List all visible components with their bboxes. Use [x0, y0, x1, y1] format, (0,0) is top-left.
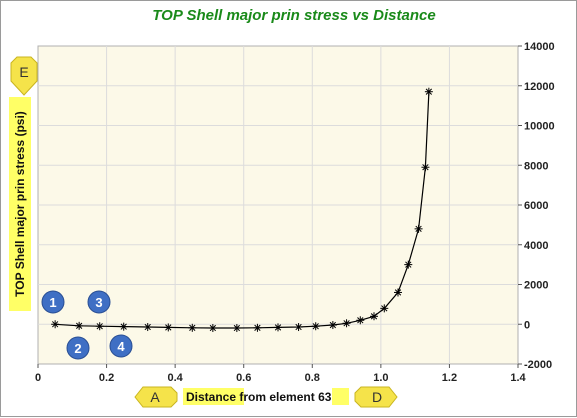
- data-point-stroke: [415, 225, 422, 233]
- callout-e-label: E: [19, 64, 28, 80]
- data-point-stroke: [96, 323, 103, 330]
- badge-2-label: 2: [74, 341, 81, 356]
- data-point-stroke: [329, 321, 337, 329]
- badge-3: 3: [87, 290, 111, 314]
- x-tick-label: 0.8: [305, 372, 320, 384]
- x-axis-label-middle: from element: [236, 390, 318, 404]
- data-points: [51, 87, 433, 333]
- data-point-stroke: [422, 164, 429, 171]
- y-tick-label: 12000: [524, 81, 555, 93]
- data-point: [356, 316, 365, 325]
- x-axis-label: Distance from element 63: [186, 390, 332, 404]
- y-axis-ticks: -2000 0 2000 4000 6000 8000 10000 12000 14000: [518, 41, 555, 371]
- badge-4: 4: [109, 334, 133, 358]
- y-tick-label: 14000: [524, 41, 555, 53]
- y-axis-label-highlight: [9, 97, 31, 311]
- data-point-stroke: [405, 261, 412, 268]
- y-tick-label: 0: [524, 319, 530, 331]
- badge-1: 1: [41, 290, 65, 314]
- data-point: [380, 304, 389, 313]
- y-axis-label: TOP Shell major prin stress (psi): [13, 111, 27, 297]
- data-point: [342, 319, 351, 328]
- y-tick-label: 4000: [524, 240, 548, 252]
- data-point-stroke: [425, 88, 433, 95]
- badge-1-label: 1: [49, 295, 56, 310]
- y-tick-label: -2000: [524, 359, 552, 371]
- data-point: [394, 288, 402, 297]
- data-point: [421, 163, 430, 172]
- y-tick-label: 6000: [524, 200, 548, 212]
- data-point-stroke: [233, 324, 241, 332]
- data-point: [143, 323, 152, 332]
- data-point: [294, 323, 303, 332]
- x-axis-ticks: 0 0.2 0.4 0.6 0.8 1.0 1.2 1.4: [35, 364, 527, 384]
- callout-e: E: [10, 56, 38, 96]
- callout-d-label: D: [372, 389, 382, 405]
- data-point-stroke: [381, 305, 388, 312]
- x-tick-label: 1.4: [510, 372, 526, 384]
- data-point-stroke: [295, 323, 302, 331]
- y-tick-label: 2000: [524, 280, 548, 292]
- badge-2: 2: [66, 336, 90, 360]
- y-tick-label: 8000: [524, 160, 548, 172]
- data-point: [119, 322, 128, 331]
- data-point-stroke: [120, 323, 127, 330]
- x-tick-label: 1.2: [442, 372, 457, 384]
- data-point: [414, 224, 423, 233]
- data-point: [208, 324, 217, 333]
- data-point-stroke: [274, 324, 282, 331]
- x-tick-label: 0.4: [167, 372, 183, 384]
- data-point-stroke: [370, 313, 378, 320]
- x-axis-label-group: Distance from element 63: [183, 388, 349, 405]
- x-tick-label: 1.0: [373, 372, 388, 384]
- x-tick-label: 0: [35, 372, 41, 384]
- data-point-stroke: [51, 321, 59, 328]
- badge-3-label: 3: [95, 295, 102, 310]
- x-tick-label: 0.2: [99, 372, 114, 384]
- data-point-stroke: [357, 317, 364, 324]
- y-tick-label: 10000: [524, 121, 555, 133]
- data-point-stroke: [343, 320, 350, 327]
- data-point-stroke: [209, 324, 217, 332]
- data-point-stroke: [75, 322, 83, 329]
- x-axis-label-highlight-element: [332, 388, 349, 405]
- data-point: [51, 320, 60, 329]
- data-point: [274, 323, 282, 332]
- data-point: [370, 312, 378, 321]
- data-point: [232, 324, 241, 333]
- callout-a-label: A: [150, 389, 160, 405]
- data-point-stroke: [165, 324, 172, 331]
- x-axis-label-highlight-distance: [183, 388, 244, 405]
- data-point-stroke: [144, 323, 151, 331]
- y-axis-label-group: TOP Shell major prin stress (psi): [9, 97, 31, 311]
- x-tick-label: 0.6: [236, 372, 251, 384]
- data-point: [95, 322, 104, 331]
- badge-4-label: 4: [117, 339, 125, 354]
- data-point: [188, 323, 197, 332]
- callout-d: D: [354, 386, 398, 408]
- x-axis-label-distance: Distance: [186, 390, 236, 404]
- data-point: [328, 321, 337, 330]
- callout-a: A: [134, 386, 178, 408]
- chart-title: TOP Shell major prin stress vs Distance: [152, 7, 435, 24]
- data-point-stroke: [312, 323, 319, 330]
- data-point: [311, 322, 320, 331]
- data-point: [404, 260, 413, 269]
- data-point: [424, 87, 433, 96]
- data-point: [164, 323, 173, 332]
- data-point: [253, 323, 262, 332]
- x-axis-label-element-id: 63: [318, 390, 332, 404]
- data-point-stroke: [394, 289, 402, 296]
- data-point: [75, 321, 84, 330]
- data-point-stroke: [189, 324, 196, 331]
- grid: [38, 46, 518, 364]
- data-point-stroke: [254, 324, 261, 331]
